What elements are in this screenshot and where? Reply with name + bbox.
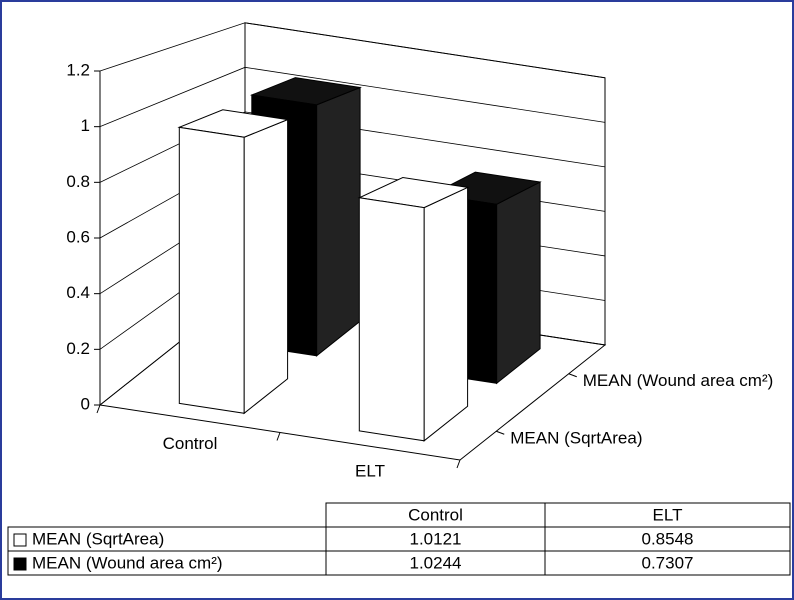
z-tick [496, 430, 505, 435]
table-header: Control [408, 505, 463, 524]
y-tick-label: 0.4 [66, 283, 90, 302]
grid-line [99, 111, 606, 183]
y-tick-label: 0.8 [66, 172, 90, 191]
table-value: 1.0244 [410, 553, 462, 572]
table-value: 1.0121 [410, 529, 462, 548]
table-value: 0.7307 [642, 553, 694, 572]
bar-front [178, 126, 245, 414]
y-tick-label: 0.2 [66, 339, 90, 358]
grid-line [99, 66, 606, 128]
x-tick-label: Control [163, 434, 218, 453]
bar [357, 176, 470, 442]
z-tick-label: MEAN (Wound area cm²) [583, 371, 774, 390]
y-tick-label: 0 [81, 394, 90, 413]
x-tick [456, 459, 461, 469]
bar-front [358, 197, 425, 442]
grid-line [99, 22, 606, 79]
bar [177, 109, 290, 415]
x-tick [96, 404, 101, 414]
legend-swatch [13, 533, 27, 547]
x-tick [276, 432, 281, 441]
z-tick-label: MEAN (SqrtArea) [510, 429, 642, 448]
x-tick-label: ELT [355, 462, 385, 481]
legend-label: MEAN (Wound area cm²) [32, 553, 223, 572]
z-tick [568, 373, 577, 378]
bar-side [243, 118, 289, 415]
bar-side [496, 181, 541, 385]
y-tick-label: 0.6 [66, 227, 90, 246]
y-tick-label: 1 [81, 116, 90, 135]
y-tick-label: 1.2 [66, 60, 90, 79]
table-value: 0.8548 [642, 529, 694, 548]
bar-side [423, 186, 469, 442]
legend-label: MEAN (SqrtArea) [32, 529, 164, 548]
bar-side [316, 86, 361, 357]
legend-swatch [13, 557, 27, 571]
table-header: ELT [653, 505, 683, 524]
